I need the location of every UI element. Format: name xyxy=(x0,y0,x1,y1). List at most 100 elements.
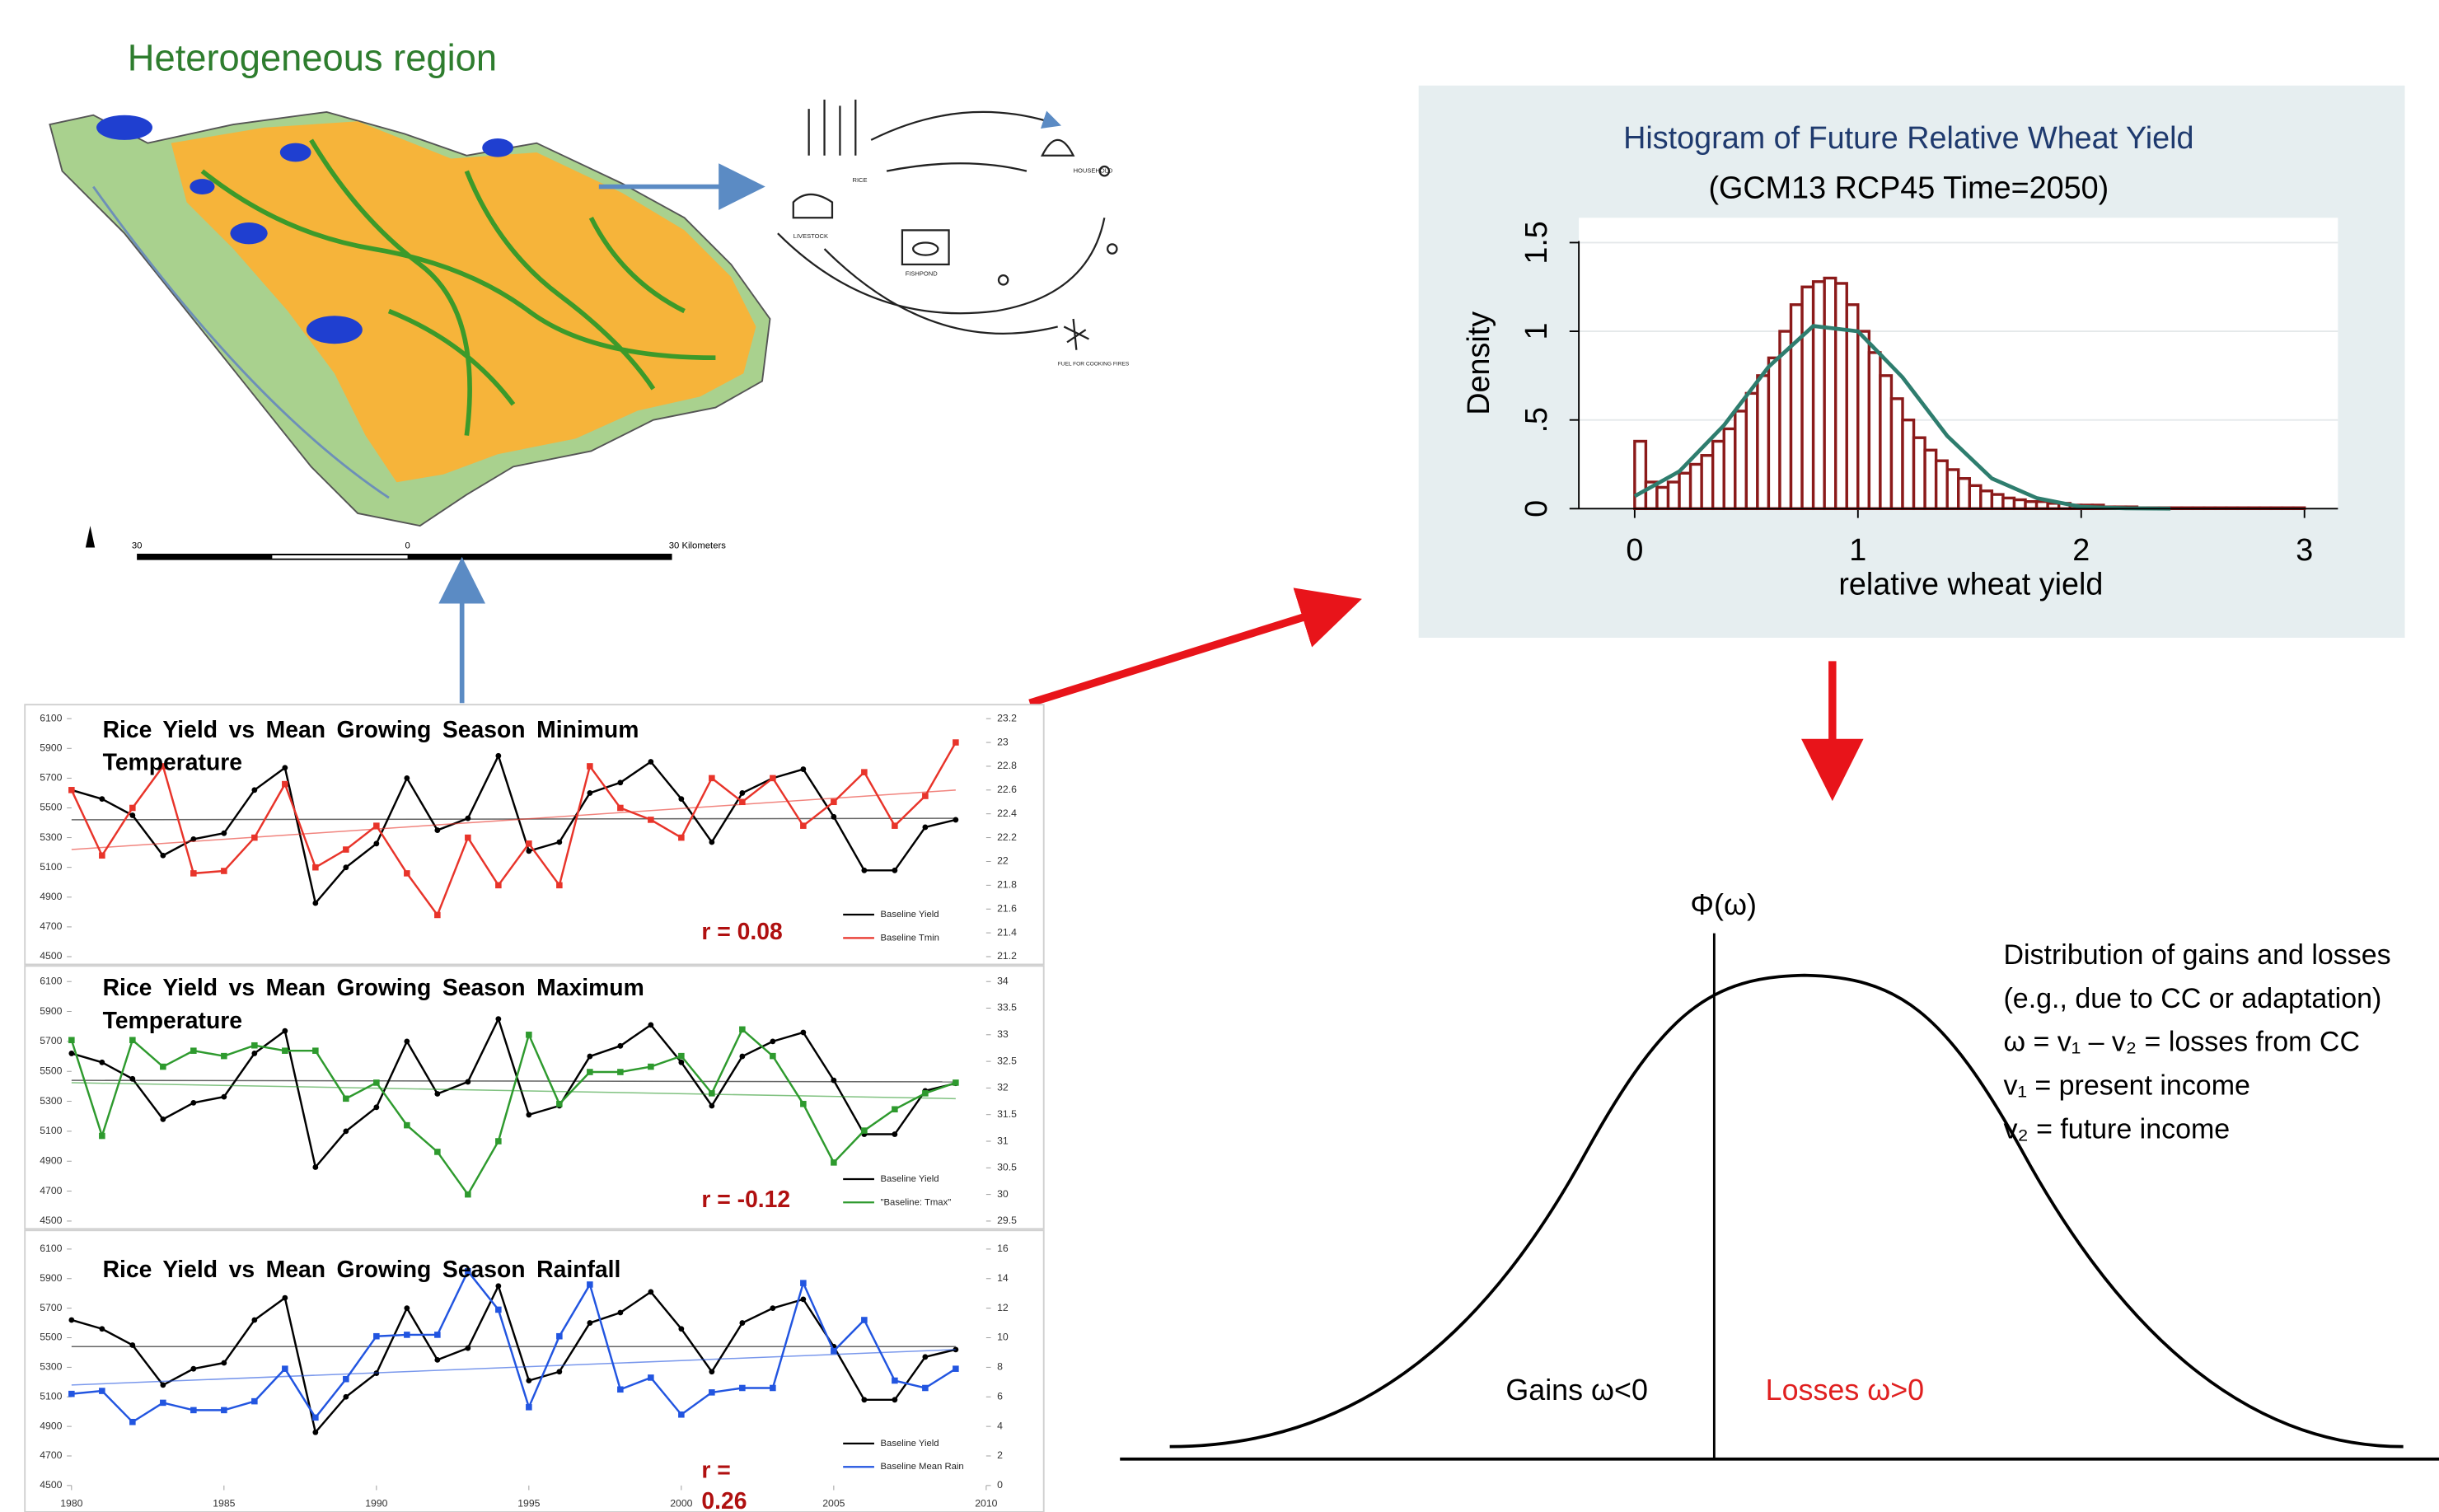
legend-label: Baseline Tmin xyxy=(880,933,939,943)
point xyxy=(922,1090,929,1097)
point xyxy=(495,1016,502,1023)
bar xyxy=(1633,439,1648,511)
y2-tick-label: 30 xyxy=(997,1188,1009,1200)
y-tick-label: 5100 xyxy=(40,1125,62,1136)
x-axis-label: relative wheat yield xyxy=(1838,567,2103,602)
x-tick-label: 0 xyxy=(1626,532,1643,567)
bar xyxy=(1990,493,2005,511)
point xyxy=(892,1106,898,1113)
point xyxy=(251,1317,258,1323)
point xyxy=(739,790,746,796)
sketch-label: LIVESTOCK xyxy=(793,232,828,240)
point xyxy=(953,817,959,823)
description: Distribution of gains and losses xyxy=(2003,939,2390,971)
concept: Φ(ω) Distribution of gains and losses (e… xyxy=(1120,888,2439,1461)
point xyxy=(312,1164,319,1170)
point xyxy=(68,787,75,793)
point xyxy=(343,1393,349,1400)
point xyxy=(434,1091,441,1097)
point xyxy=(221,1407,227,1414)
bar xyxy=(1845,303,1860,511)
bar xyxy=(1912,436,1926,511)
legend-label: Baseline Yield xyxy=(880,1439,939,1449)
point xyxy=(556,1332,563,1340)
y-tick-label: 5900 xyxy=(40,1005,62,1017)
x-tick-label: 2000 xyxy=(670,1498,692,1510)
y2-tick-label: 2 xyxy=(997,1449,1003,1461)
point xyxy=(861,1397,868,1403)
point xyxy=(99,1059,105,1065)
trend-line xyxy=(71,1079,956,1083)
y2-tick-label: 0 xyxy=(997,1479,1003,1491)
y2-tick-label: 31.5 xyxy=(997,1108,1017,1120)
y2-tick-label: 16 xyxy=(997,1243,1009,1254)
point xyxy=(526,1112,532,1118)
point xyxy=(160,763,166,770)
point xyxy=(678,1411,685,1418)
bar xyxy=(2001,496,2016,511)
point xyxy=(251,834,258,841)
y-tick-label: 5300 xyxy=(40,831,62,843)
x-tick-label: 1 xyxy=(1849,532,1866,567)
y-tick-label: 4900 xyxy=(40,1420,62,1431)
y-tick-label: 5500 xyxy=(40,1332,62,1343)
point xyxy=(465,1191,471,1198)
point xyxy=(251,1397,258,1405)
point xyxy=(190,1099,197,1106)
point xyxy=(648,1374,654,1381)
point xyxy=(190,1365,197,1372)
point xyxy=(587,790,593,796)
point xyxy=(831,1347,837,1355)
bar xyxy=(1655,485,1670,511)
y-tick-label: 4700 xyxy=(40,1185,62,1196)
density-curve xyxy=(1633,324,2171,511)
point xyxy=(68,1037,75,1044)
point xyxy=(922,1354,929,1360)
point xyxy=(221,830,227,836)
point xyxy=(678,1052,685,1060)
point xyxy=(99,1132,105,1140)
point xyxy=(526,1032,532,1038)
point xyxy=(739,1026,746,1033)
point xyxy=(587,1281,593,1288)
y-tick-label: 4500 xyxy=(40,1215,62,1226)
bar xyxy=(1744,391,1759,511)
point xyxy=(770,1384,776,1392)
scale-label: 0 xyxy=(405,541,410,551)
point xyxy=(587,1320,593,1326)
series-line xyxy=(71,1016,957,1170)
chart-title: Rice Yield vs Mean Growing Season Minimu… xyxy=(102,717,639,777)
point xyxy=(770,1038,776,1045)
annotation: r = 0.08 xyxy=(701,918,782,944)
point xyxy=(282,1294,288,1301)
point xyxy=(160,1063,166,1070)
point xyxy=(709,1389,715,1396)
point xyxy=(160,852,166,859)
trend-line xyxy=(71,789,956,850)
point xyxy=(404,775,410,781)
annotation: r = xyxy=(701,1456,730,1482)
point xyxy=(343,1375,349,1383)
point xyxy=(404,1305,410,1312)
y2-tick-label: 22.2 xyxy=(997,831,1017,843)
legend-label: Baseline Mean Rain xyxy=(880,1462,963,1472)
series-line xyxy=(71,753,957,906)
point xyxy=(373,1079,380,1086)
x-tick-label: 1990 xyxy=(365,1498,387,1510)
legend-label: Baseline Yield xyxy=(880,1174,939,1184)
y2-tick-label: 8 xyxy=(997,1361,1003,1373)
y-tick-label: 1.5 xyxy=(1519,221,1553,264)
sketch-label: FISHPOND xyxy=(906,269,939,277)
point xyxy=(495,1306,502,1313)
point xyxy=(556,839,563,845)
point xyxy=(678,1059,685,1065)
y2-tick-label: 32 xyxy=(997,1082,1009,1093)
description: v₂ = future income xyxy=(2003,1113,2230,1145)
y-tick-label: 6100 xyxy=(40,1243,62,1254)
density-label: Φ(ω) xyxy=(1690,888,1756,921)
point xyxy=(465,1079,471,1085)
scale-label: 30 xyxy=(132,541,143,551)
point xyxy=(831,1077,837,1084)
point xyxy=(617,1386,624,1393)
